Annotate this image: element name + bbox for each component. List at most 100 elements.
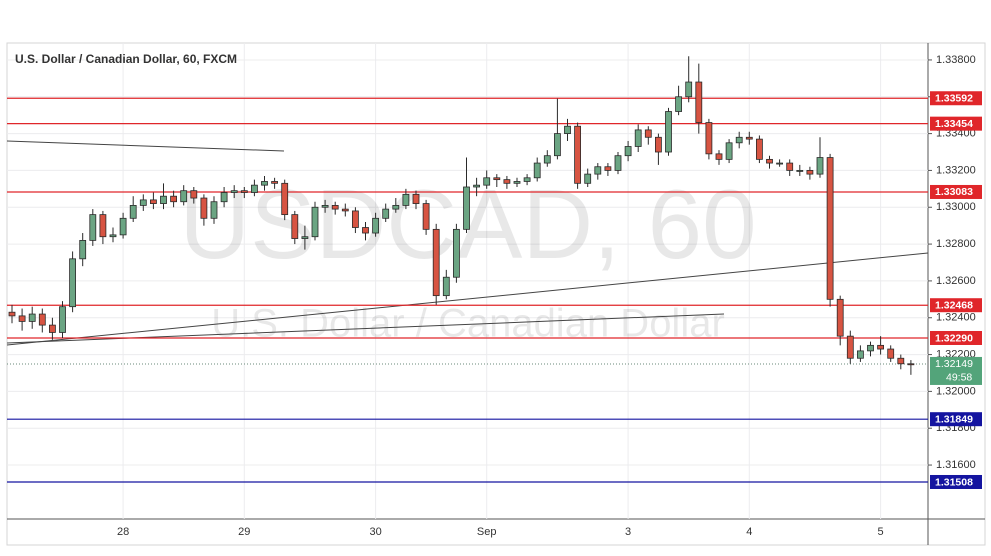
candle-body	[452, 228, 460, 278]
candle-body	[281, 182, 289, 216]
candle-body	[372, 217, 380, 234]
candle-body	[685, 81, 693, 98]
level-label: 1.32468	[935, 299, 973, 311]
level-label: 1.33592	[935, 93, 973, 105]
candle-body	[554, 133, 561, 157]
candle-body	[836, 298, 844, 337]
candle-body	[240, 190, 248, 193]
y-tick-label: 1.32400	[936, 312, 976, 324]
candle-body	[331, 205, 339, 210]
candle-body	[695, 81, 703, 123]
axis: 1.316001.318001.320001.322001.324001.326…	[117, 54, 982, 538]
candle-body	[867, 344, 874, 352]
candle-body	[261, 181, 268, 186]
level-label-bg	[930, 474, 982, 489]
watermark-name: U.S. Dollar / Canadian Dollar	[211, 302, 725, 346]
current-price-bg	[930, 356, 982, 385]
level-label: 1.31508	[935, 476, 973, 488]
x-tick-label: 5	[878, 526, 884, 538]
candle-body	[826, 157, 834, 300]
candle-body	[99, 214, 107, 238]
candle-body	[432, 228, 440, 297]
candle-body	[604, 166, 612, 171]
candle-body	[250, 184, 258, 193]
candle-body	[887, 348, 895, 359]
candle-body	[634, 129, 642, 147]
candle-body	[665, 111, 672, 153]
trendline	[7, 252, 928, 346]
candle-body	[89, 214, 97, 241]
candle-body	[49, 324, 56, 333]
candle-body	[119, 217, 127, 236]
candle-body	[392, 205, 400, 210]
candle-body	[220, 192, 228, 203]
level-label: 1.32290	[935, 332, 973, 344]
candle-body	[18, 315, 26, 322]
candle-body	[160, 195, 167, 204]
candle-body	[442, 276, 450, 297]
candle-body	[8, 311, 16, 317]
x-tick-label: 29	[238, 526, 250, 538]
x-tick-label: 4	[746, 526, 752, 538]
candle-body	[271, 181, 279, 184]
level-label-bg	[930, 298, 982, 313]
candle-body	[816, 157, 824, 175]
candle-body	[776, 162, 783, 165]
candle-body	[705, 122, 713, 155]
candle-body	[513, 181, 521, 184]
candle-body	[291, 214, 299, 239]
candle-body	[321, 205, 329, 208]
candle-body	[190, 190, 198, 199]
candle-body	[200, 197, 208, 219]
candle-body	[210, 201, 218, 219]
chart-title: U.S. Dollar / Canadian Dollar, 60, FXCM	[15, 52, 237, 66]
candle-body	[533, 162, 541, 179]
countdown: 49:58	[946, 372, 972, 384]
candle-body	[614, 155, 622, 171]
x-tick-label: 30	[369, 526, 381, 538]
candle-body	[907, 363, 915, 366]
candle-body	[28, 313, 36, 322]
candle-body	[382, 208, 390, 219]
y-tick-label: 1.33200	[936, 164, 976, 176]
candle-body	[725, 142, 733, 160]
trendline	[7, 140, 285, 152]
candle-body	[79, 239, 87, 260]
candle-body	[341, 208, 349, 212]
y-tick-label: 1.33000	[936, 201, 976, 213]
candle-body	[846, 335, 854, 359]
candle-body	[745, 136, 753, 140]
candle-body	[543, 155, 551, 164]
candle-body	[796, 170, 804, 172]
candle-body	[473, 184, 481, 188]
candle-body	[129, 205, 137, 219]
y-tick-label: 1.32000	[936, 385, 976, 397]
level-label-bg	[930, 184, 982, 199]
candle-body	[735, 136, 743, 144]
candle-body	[149, 199, 157, 204]
grid	[7, 43, 928, 519]
candle-body	[351, 210, 359, 228]
candle-body	[715, 153, 723, 160]
candle-body	[574, 125, 581, 184]
candle-body	[230, 190, 238, 193]
level-label-bg	[930, 412, 982, 427]
candle-body	[493, 177, 501, 181]
level-label-bg	[930, 91, 982, 106]
candle-body	[766, 158, 773, 164]
candle-body	[523, 177, 531, 182]
candle-body	[584, 173, 592, 184]
candle-body	[59, 306, 66, 333]
candles	[8, 56, 915, 375]
candle-body	[311, 206, 319, 238]
candle-body	[402, 193, 410, 206]
candle-body	[624, 146, 632, 157]
candle-body	[170, 195, 178, 203]
candle-body	[655, 136, 662, 153]
candle-body	[503, 179, 511, 184]
y-tick-label: 1.32800	[936, 238, 976, 250]
level-label: 1.31849	[935, 413, 973, 425]
level-label-bg	[930, 116, 982, 131]
candle-body	[422, 203, 430, 230]
candle-body	[644, 129, 652, 138]
